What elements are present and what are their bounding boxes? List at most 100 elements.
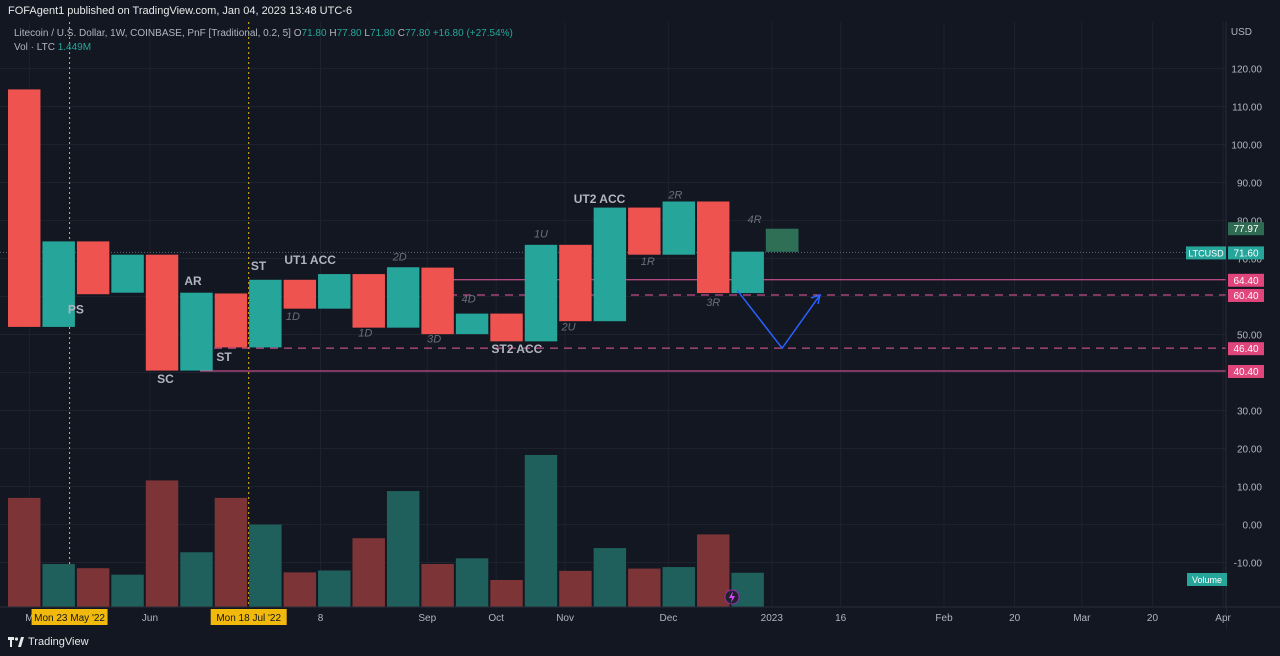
price-badge [1228,364,1264,378]
time-tick-label: Apr [1215,613,1231,624]
publish-info: FOFAgent1 published on TradingView.com, … [8,5,353,17]
time-axis: M Jun 8 Sep Oct Nov Dec 2023 16 Feb 20 Mar 20 Apr Mon … [0,606,1280,630]
symbol-badge [1186,246,1226,260]
chart-annotation: UT2 ACC [574,192,626,206]
chart-annotation: ST [251,259,267,273]
time-tick-label: Jun [142,613,158,624]
volume-bar [42,564,75,607]
time-tick-label: M [25,613,33,624]
price-tick-label: 90.00 [1237,179,1262,190]
chart-annotation: UT1 ACC [284,253,336,267]
up-bar [593,207,627,322]
projection-line [736,289,821,350]
time-marker-label: Mon 23 May '22 [34,613,105,624]
down-bar [559,244,592,322]
volume-bar [318,570,351,607]
price-tick-label: 110.00 [1232,103,1262,114]
chart-annotation: ST2 ACC [491,342,542,356]
chart-annotation: 1D [286,311,300,323]
symbol-line: Litecoin / U.S. Dollar, 1W, COINBASE, Pn… [14,27,513,41]
up-bar [42,241,75,327]
price-tick-label: -10.00 [1234,559,1263,570]
tradingview-logo[interactable]: TradingView [8,636,89,648]
price-badge [1228,246,1264,260]
chart-area[interactable]: PS SC AR ST ST UT1 ACC 1D 1D 2D 3D 4D ST2 ACC 1U 2U UT… [0,22,1280,635]
time-marker-label: Mon 18 Jul '22 [216,613,281,624]
time-tick-label: 2023 [761,613,784,624]
pnf-chart[interactable]: PS SC AR ST ST UT1 ACC 1D 1D 2D 3D 4D ST2 ACC 1U 2U UT… [0,22,1280,630]
price-badge-label: 77.97 [1233,224,1258,235]
time-marker-badge [31,609,108,625]
volume-bar [352,538,385,607]
chart-background [0,22,1280,630]
price-badge-label: 71.60 [1233,248,1258,259]
chart-annotation: ST [216,350,232,364]
time-tick-label: Sep [418,613,436,624]
price-tick-label: 100.00 [1231,141,1262,152]
down-bar [214,293,248,348]
volume-bar [593,548,627,607]
currency-label: USD [1231,27,1252,38]
chart-legend: Litecoin / U.S. Dollar, 1W, COINBASE, Pn… [14,27,513,55]
low-label: L [364,28,370,39]
price-badge-label: 64.40 [1233,276,1258,287]
volume-bar [249,524,282,607]
chart-annotation: 3D [427,333,441,345]
volume-bar [662,567,695,607]
down-bar [8,89,41,327]
time-tick-label: 16 [835,613,847,624]
price-badge [1228,273,1264,287]
volume-badge-label: Volume [1192,575,1222,585]
tradingview-logo-icon [8,637,24,647]
time-marker-badge [210,609,287,625]
volume-bar [111,574,144,607]
volume-bar [145,480,179,607]
down-bar [697,201,730,294]
change-value: +16.80 (+27.54%) [432,28,513,39]
time-tick-label: Oct [488,613,504,624]
chart-annotation: 2R [667,189,682,201]
chart-annotation: SC [157,372,174,386]
price-tick-label: 80.00 [1237,217,1262,228]
volume-bar [214,497,248,607]
down-bar [145,254,179,371]
volume-bar [559,570,592,607]
up-bar [662,201,695,255]
chart-annotation: 1D [358,327,372,339]
time-tick-label: 8 [318,613,324,624]
high-label: H [329,28,337,39]
volume-bar [386,491,420,607]
annotations: PS SC AR ST ST UT1 ACC 1D 1D 2D 3D 4D ST2 ACC 1U 2U UT… [68,189,762,386]
volume-bar [421,564,454,607]
time-tick-label: Mar [1073,613,1091,624]
volume-bar [455,558,489,607]
price-tick-label: 120.00 [1231,65,1262,76]
price-tick-label: 70.00 [1237,255,1262,266]
volume-bar [697,534,730,607]
up-bar [524,244,558,342]
up-bar [111,254,144,293]
price-tick-label: 10.00 [1237,483,1262,494]
chart-annotation: 2D [392,251,407,263]
publish-header: FOFAgent1 published on TradingView.com, … [0,0,1280,22]
forming-box [765,228,799,252]
symbol-title: Litecoin / U.S. Dollar, 1W, COINBASE, Pn… [14,28,291,39]
up-bar [180,292,213,371]
chart-annotation: PS [68,303,84,317]
chart-annotation: 1R [641,256,655,268]
volume-bar [8,497,41,607]
close-label: C [397,28,405,39]
price-badge [1228,222,1264,236]
up-bar [455,313,489,335]
down-bar [421,267,454,335]
up-bar [386,267,420,328]
up-bar [731,251,764,294]
projection-path [736,289,822,350]
time-axis-bg [0,607,1226,630]
chart-annotation: AR [184,274,202,288]
price-badge-label: 60.40 [1233,291,1258,302]
price-badge-label: 46.40 [1233,344,1258,355]
open-value: 71.80 [301,28,327,39]
time-tick-label: 20 [1147,613,1159,624]
chart-annotation: 4R [748,214,762,226]
